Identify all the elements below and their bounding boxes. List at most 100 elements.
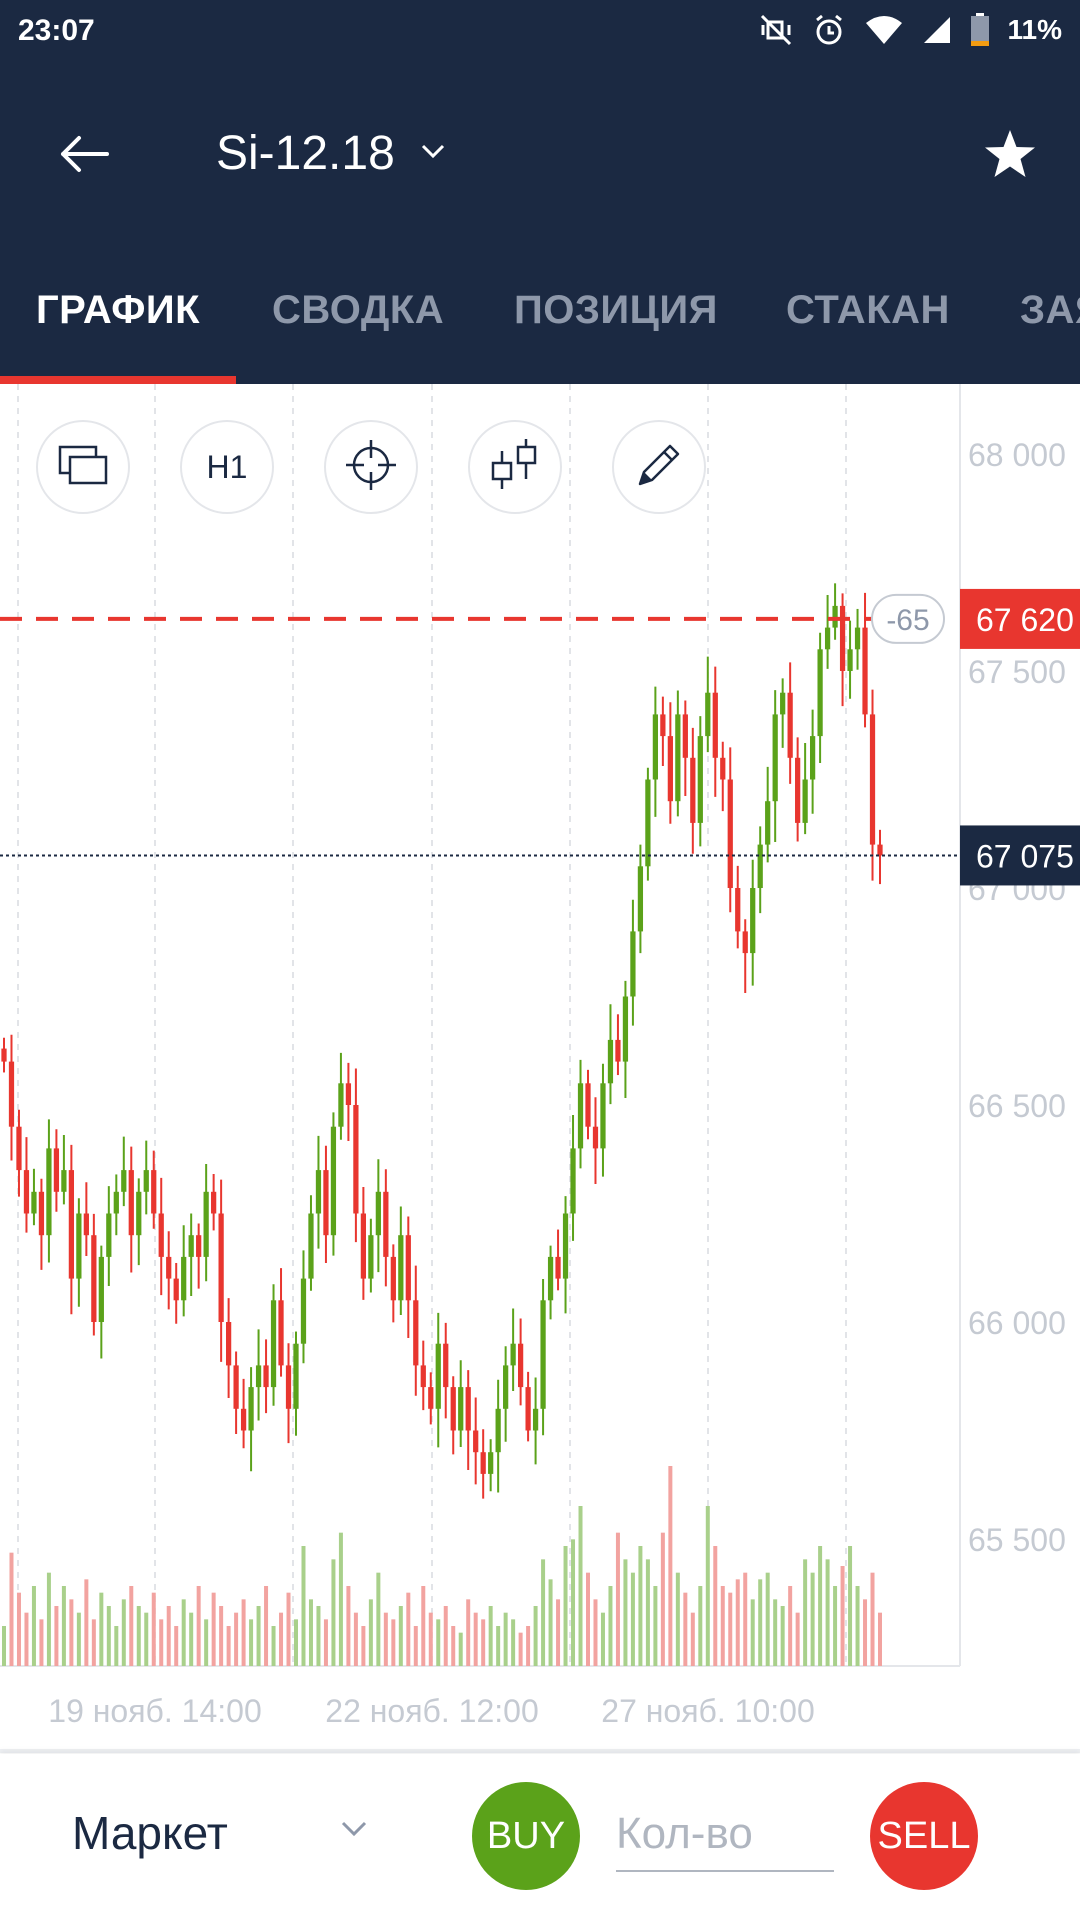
buy-button[interactable]: BUY bbox=[472, 1782, 580, 1890]
timeframe-button[interactable]: H1 bbox=[180, 420, 274, 514]
candle-body bbox=[705, 692, 711, 737]
candle-body bbox=[248, 1387, 254, 1431]
volume-bar bbox=[503, 1612, 508, 1666]
volume-bar bbox=[54, 1606, 59, 1666]
order-badge-text: -65 bbox=[886, 604, 929, 637]
volume-bar bbox=[308, 1599, 313, 1666]
volume-bar bbox=[301, 1546, 306, 1666]
candle-body bbox=[8, 1061, 15, 1127]
y-tick-label: 67 500 bbox=[968, 654, 1066, 690]
candle-body bbox=[390, 1256, 396, 1301]
candle-body bbox=[353, 1105, 359, 1214]
chart-toolbar: H1 bbox=[36, 420, 706, 514]
candle-body bbox=[420, 1365, 426, 1388]
crosshair-icon bbox=[342, 436, 400, 499]
status-time: 23:07 bbox=[18, 14, 95, 47]
app-header: 23:07 bbox=[0, 0, 1080, 384]
candle-body bbox=[61, 1170, 67, 1192]
candle-body bbox=[787, 692, 793, 758]
x-tick-label: 19 нояб. 14:00 bbox=[48, 1693, 261, 1729]
order-price-tag bbox=[960, 588, 1080, 649]
candle-body bbox=[862, 627, 868, 715]
volume-bar bbox=[593, 1599, 598, 1666]
back-button[interactable] bbox=[52, 124, 116, 188]
quantity-input[interactable] bbox=[616, 1798, 834, 1872]
candle-body bbox=[660, 714, 666, 737]
volume-bar bbox=[638, 1546, 643, 1666]
volume-bar bbox=[473, 1612, 478, 1666]
tab-chart[interactable]: ГРАФИК bbox=[36, 288, 201, 332]
candle-body bbox=[38, 1191, 45, 1236]
x-tick-label: 27 нояб. 10:00 bbox=[601, 1693, 814, 1729]
volume-bar bbox=[316, 1606, 321, 1666]
chart-type-button[interactable] bbox=[468, 420, 562, 514]
candle-body bbox=[323, 1170, 329, 1236]
volume-bar bbox=[84, 1579, 89, 1666]
volume-bar bbox=[728, 1592, 733, 1666]
candle-body bbox=[166, 1256, 172, 1279]
volume-bar bbox=[750, 1599, 755, 1666]
volume-bar bbox=[803, 1559, 808, 1666]
candle-body bbox=[181, 1256, 187, 1301]
volume-bar bbox=[91, 1619, 96, 1666]
volume-bar bbox=[144, 1612, 149, 1666]
volume-bar bbox=[196, 1586, 201, 1666]
volume-bar bbox=[69, 1599, 74, 1666]
volume-bar bbox=[436, 1619, 441, 1666]
candle-body bbox=[428, 1387, 434, 1409]
volume-bar bbox=[256, 1606, 261, 1666]
candle-body bbox=[682, 714, 688, 758]
candle-body bbox=[368, 1235, 374, 1279]
volume-bar bbox=[114, 1626, 119, 1666]
sell-button[interactable]: SELL bbox=[870, 1782, 978, 1890]
draw-button[interactable] bbox=[612, 420, 706, 514]
candle-body bbox=[503, 1365, 509, 1409]
order-type-select[interactable]: Маркет bbox=[72, 1806, 228, 1860]
volume-bar bbox=[376, 1572, 381, 1666]
volume-bar bbox=[241, 1599, 246, 1666]
volume-bar bbox=[458, 1632, 463, 1666]
tab-orderbook[interactable]: СТАКАН bbox=[786, 288, 950, 332]
chart-area[interactable]: 68 000 67 500 67 000 66 500 66 000 65 500 19 н… bbox=[0, 384, 1080, 1754]
volume-bar bbox=[698, 1586, 703, 1666]
candle-body bbox=[143, 1170, 149, 1192]
volume-bar bbox=[675, 1572, 680, 1666]
tab-orders[interactable]: ЗАЯВКИ bbox=[1020, 288, 1080, 332]
candle-body bbox=[480, 1452, 486, 1474]
candle-body bbox=[375, 1191, 381, 1236]
candle-body bbox=[98, 1256, 104, 1322]
candle-body bbox=[869, 714, 876, 845]
tab-position[interactable]: ПОЗИЦИЯ bbox=[514, 288, 718, 332]
tab-indicator bbox=[0, 376, 236, 384]
candle-body bbox=[128, 1170, 134, 1236]
volume-bar bbox=[99, 1592, 104, 1666]
battery-percent: 11% bbox=[1007, 14, 1063, 45]
candle-body bbox=[46, 1148, 52, 1236]
order-price-label: 67 620 bbox=[976, 602, 1074, 638]
chevron-down-icon[interactable] bbox=[340, 1820, 368, 1843]
volume-bar bbox=[428, 1612, 433, 1666]
tab-summary[interactable]: СВОДКА bbox=[272, 288, 445, 332]
y-tick-label: 66 500 bbox=[968, 1088, 1066, 1124]
candle-body bbox=[607, 1039, 614, 1084]
alarm-icon bbox=[812, 13, 846, 47]
candle-body bbox=[68, 1170, 75, 1279]
volume-bar bbox=[211, 1592, 216, 1666]
instrument-selector[interactable]: Si-12.18 bbox=[216, 126, 445, 181]
layers-button[interactable] bbox=[36, 420, 130, 514]
favorite-button[interactable] bbox=[980, 126, 1040, 186]
candle-body bbox=[106, 1213, 112, 1257]
candle-body bbox=[667, 736, 673, 802]
candle-body bbox=[218, 1213, 224, 1322]
volume-bar bbox=[234, 1612, 239, 1666]
volume-bar bbox=[286, 1592, 291, 1666]
volume-bar bbox=[743, 1572, 748, 1666]
star-icon bbox=[983, 128, 1037, 185]
crosshair-button[interactable] bbox=[324, 420, 418, 514]
candle-body bbox=[697, 736, 703, 823]
candle-body bbox=[675, 714, 681, 802]
y-tick-label: 65 500 bbox=[968, 1522, 1066, 1558]
volume-bar bbox=[226, 1626, 231, 1666]
candle-body bbox=[727, 779, 733, 888]
